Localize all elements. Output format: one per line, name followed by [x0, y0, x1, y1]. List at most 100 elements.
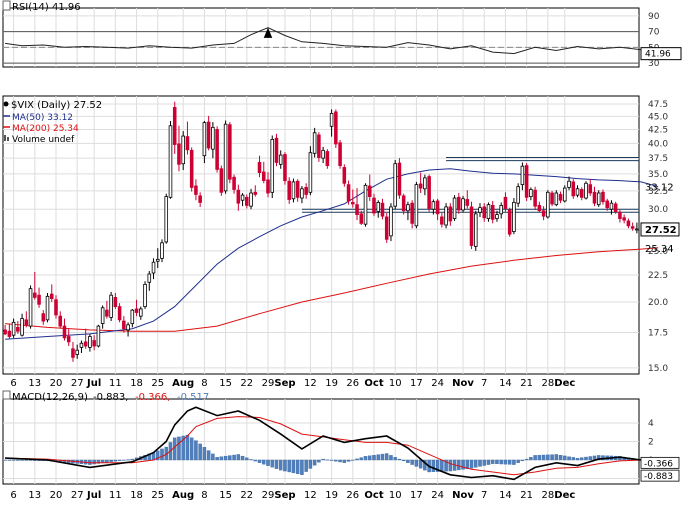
- candle: [37, 294, 41, 305]
- histogram-bar: [266, 459, 270, 466]
- candle: [20, 318, 24, 336]
- candle: [278, 154, 283, 165]
- x-axis-bottom-label: 25: [151, 490, 164, 501]
- candle: [579, 189, 584, 198]
- macd-tick-label: 2: [648, 438, 654, 448]
- x-axis-top-label: 11: [109, 378, 122, 389]
- histogram-bar: [533, 455, 537, 461]
- candle: [372, 197, 376, 214]
- price-value-label: 27.52: [645, 225, 677, 236]
- histogram-bar: [550, 454, 554, 461]
- candle: [507, 209, 512, 235]
- histogram-bar: [122, 459, 126, 461]
- histogram-bar: [520, 459, 525, 462]
- x-axis-bottom-label: 21: [520, 490, 533, 501]
- rsi-line: [5, 27, 663, 55]
- candle: [274, 137, 279, 163]
- candle: [228, 124, 232, 180]
- x-axis-top-label: 17: [410, 378, 423, 389]
- histogram-bar: [321, 458, 325, 461]
- candle: [177, 143, 181, 165]
- x-axis-top-label: Oct: [364, 378, 383, 389]
- candle: [168, 125, 173, 198]
- price-tick-label: 47.5: [648, 100, 668, 110]
- histogram-bar: [495, 459, 499, 465]
- candle: [33, 292, 37, 298]
- candle: [575, 188, 580, 196]
- histogram-bar: [537, 455, 542, 461]
- candle: [478, 207, 482, 213]
- x-axis-bottom-label: 6: [10, 490, 16, 501]
- histogram-bar: [457, 459, 461, 471]
- histogram-bar: [177, 436, 181, 461]
- candle: [571, 181, 576, 197]
- macd-tick-label: 4: [648, 419, 654, 429]
- histogram-bar: [105, 459, 109, 463]
- histogram-bar: [380, 453, 385, 461]
- candle: [380, 202, 385, 217]
- histogram-bar: [512, 459, 516, 465]
- x-axis-bottom-label: 19: [325, 490, 338, 501]
- candle: [312, 132, 317, 154]
- x-axis-top-label: 8: [201, 378, 207, 389]
- histogram-bar: [198, 443, 202, 461]
- x-axis-top-label: 26: [346, 378, 359, 389]
- x-axis-bottom-label: Aug: [172, 490, 194, 501]
- histogram-bar: [245, 457, 249, 461]
- histogram-bar: [274, 459, 279, 469]
- candle: [584, 182, 588, 199]
- macd-legend-signal: -0.366,: [135, 392, 170, 403]
- histogram-bar: [546, 454, 550, 461]
- histogram-bar: [567, 456, 571, 461]
- x-axis-bottom-label: 24: [431, 490, 444, 501]
- histogram-bar: [558, 455, 563, 461]
- histogram-bar: [257, 459, 262, 463]
- histogram-bar: [11, 459, 16, 461]
- candle: [329, 112, 334, 127]
- price-value-label: 33.12: [645, 183, 674, 194]
- histogram-bar: [541, 454, 546, 461]
- rsi-tick-label: 30: [648, 59, 660, 69]
- histogram-bar: [507, 459, 512, 465]
- x-axis-top-label: Dec: [554, 378, 575, 389]
- x-axis-top-label: 22: [240, 378, 253, 389]
- candle: [7, 330, 12, 337]
- histogram-bar: [206, 450, 211, 461]
- x-axis-bottom-label: Jul: [86, 490, 101, 501]
- histogram-bar: [490, 459, 495, 464]
- x-axis-top-label: 27: [71, 378, 84, 389]
- candle: [516, 186, 520, 204]
- candle: [139, 308, 143, 317]
- candle: [524, 165, 529, 198]
- candle: [503, 196, 508, 209]
- candle: [232, 176, 236, 190]
- candle: [24, 319, 29, 326]
- candle: [96, 325, 101, 347]
- x-axis-bottom-label: 14: [499, 490, 512, 501]
- histogram-bar: [372, 455, 376, 461]
- candle: [126, 324, 130, 331]
- histogram-bar: [189, 437, 194, 461]
- histogram-bar: [414, 459, 419, 467]
- candle: [291, 181, 296, 200]
- candle: [45, 295, 50, 321]
- candle: [359, 213, 364, 224]
- candle: [41, 313, 46, 322]
- candle: [295, 180, 300, 198]
- candle: [512, 202, 516, 233]
- candle: [58, 315, 63, 327]
- histogram-bar: [474, 459, 478, 468]
- x-axis-bottom-label: 22: [240, 490, 253, 501]
- candle: [308, 152, 313, 193]
- rsi-tick-label: 70: [648, 28, 660, 38]
- macd-signal-line: [5, 416, 659, 476]
- candle: [541, 210, 546, 217]
- histogram-bar: [291, 459, 296, 474]
- candle: [75, 349, 79, 355]
- candle: [550, 192, 554, 205]
- histogram-bar: [185, 434, 190, 461]
- x-axis-bottom-label: 17: [410, 490, 423, 501]
- x-axis-bottom-label: 11: [109, 490, 122, 501]
